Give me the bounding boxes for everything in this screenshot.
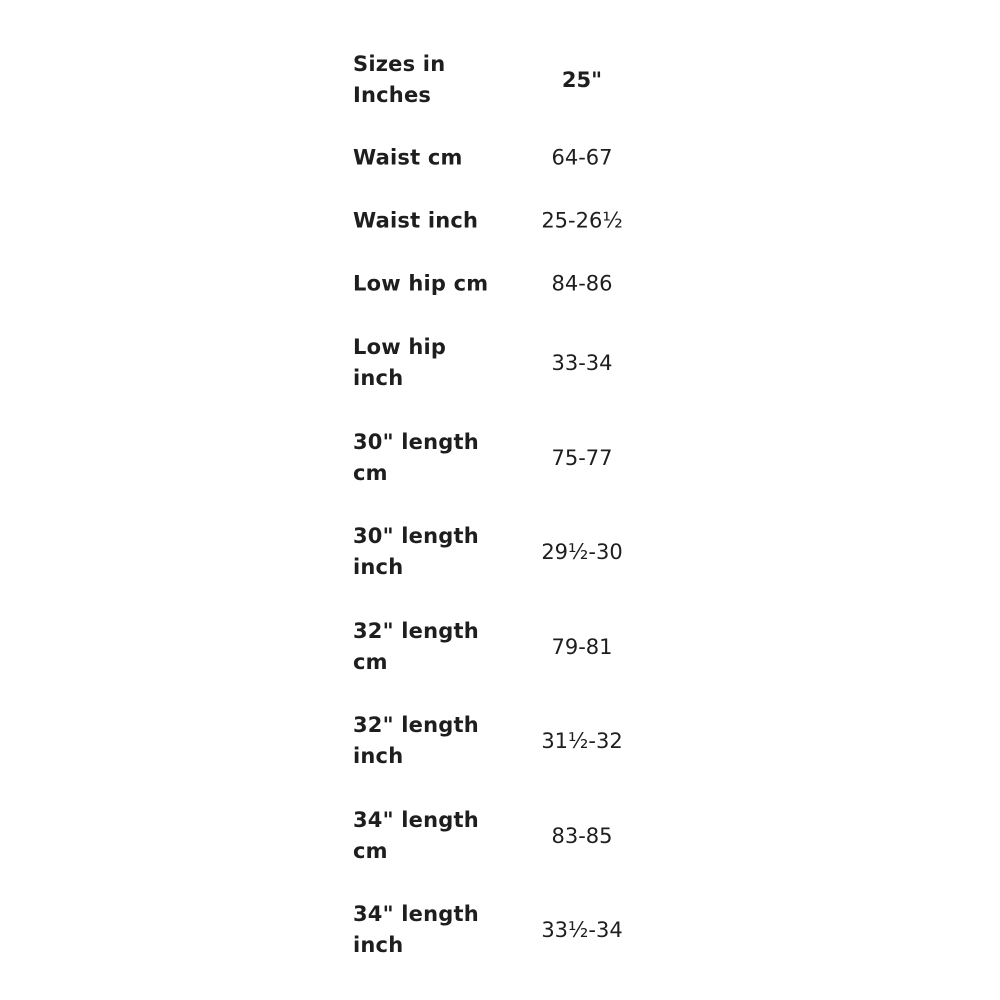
row-label: 30" length cm [353,430,479,485]
row-value: 25-26½ [541,208,623,233]
table-row: Waist inch 25-26½ [353,206,653,237]
table-row: 32" length cm 79-81 [353,616,653,678]
row-label: 34" length cm [353,808,479,863]
row-label: Low hip cm [353,271,489,296]
row-value: 84-86 [551,271,613,296]
table-row: 30" length cm 75-77 [353,427,653,489]
row-label: 32" length cm [353,619,479,674]
table-row: 30" length inch 29½-30 [353,521,653,583]
table-row: 34" length cm 83-85 [353,805,653,867]
row-label: Waist inch [353,208,479,233]
header-row: Sizes in Inches 25" [353,49,653,111]
row-label: Waist cm [353,145,463,170]
row-value: 33-34 [551,350,613,375]
row-label: 34" length inch [353,902,479,957]
row-label: 30" length inch [353,524,479,579]
row-value: 83-85 [551,823,613,848]
header-size: 25" [561,67,603,92]
table-row: Low hip inch 33-34 [353,332,653,394]
table-row: 32" length inch 31½-32 [353,710,653,772]
row-value: 75-77 [551,445,613,470]
row-value: 79-81 [551,634,613,659]
row-value: 29½-30 [541,539,623,564]
row-value: 31½-32 [541,728,623,753]
row-value: 64-67 [551,145,613,170]
table-row: 34" length inch 33½-34 [353,899,653,961]
table-row: Waist cm 64-67 [353,143,653,174]
row-label: Low hip inch [353,335,447,390]
row-value: 33½-34 [541,917,623,942]
table-row: Low hip cm 84-86 [353,269,653,300]
header-label: Sizes in Inches [353,52,446,107]
row-label: 32" length inch [353,713,479,768]
